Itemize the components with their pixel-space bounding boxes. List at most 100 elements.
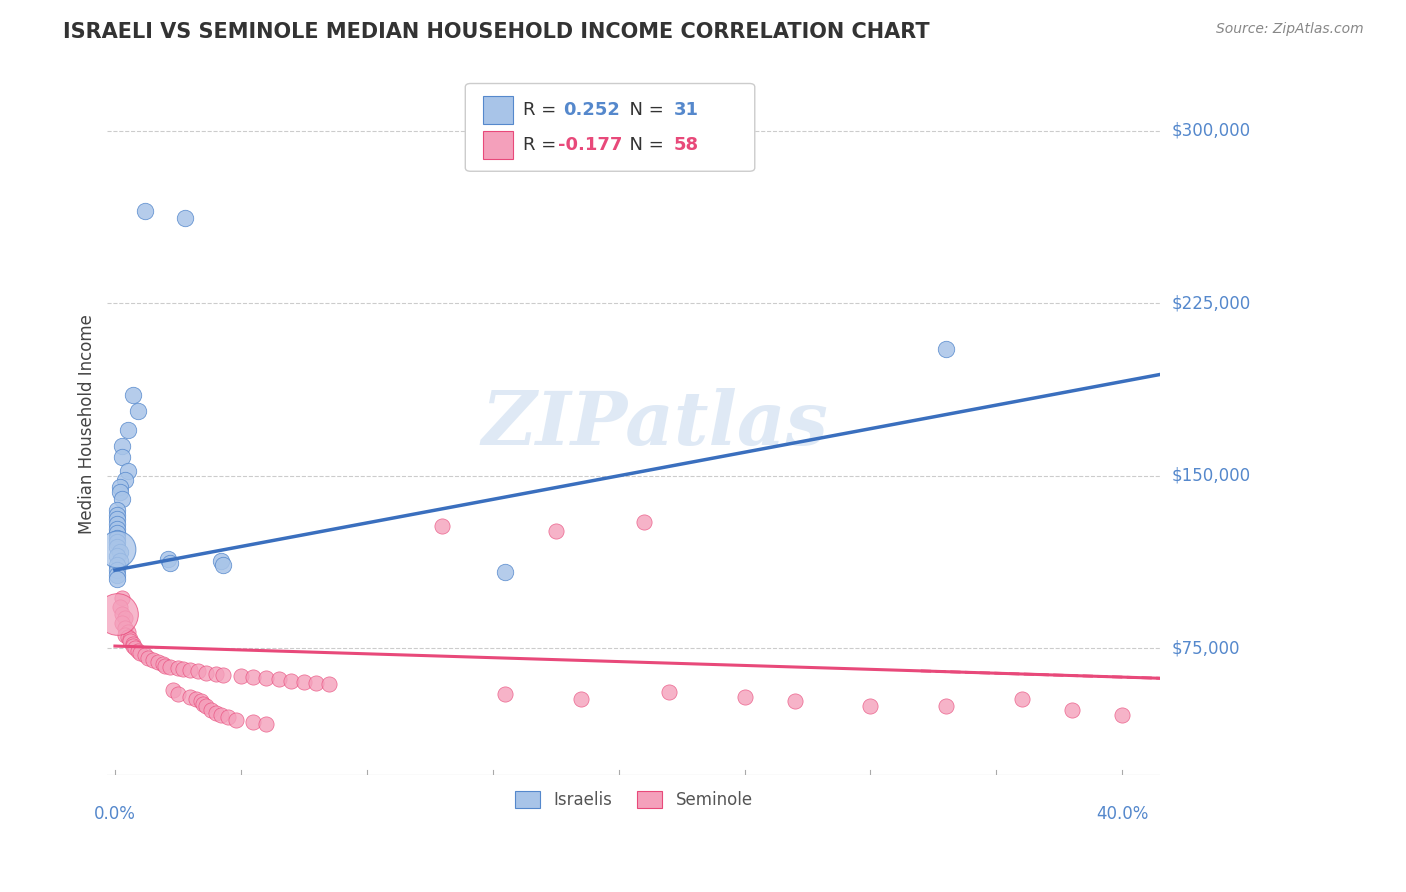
Point (117, 464, 139, 478)
Text: 58: 58 (673, 136, 699, 153)
Point (108, 554, 131, 568)
FancyBboxPatch shape (465, 84, 755, 171)
Point (121, 637, 143, 651)
Point (108, 544, 131, 558)
Point (569, 692, 592, 706)
Point (121, 639, 143, 653)
Y-axis label: Median Household Income: Median Household Income (79, 314, 96, 534)
Point (432, 519, 454, 533)
Point (783, 694, 806, 708)
Point (134, 204, 156, 219)
Point (179, 663, 201, 677)
Point (152, 657, 174, 672)
FancyBboxPatch shape (484, 96, 513, 124)
Point (156, 551, 179, 566)
Point (254, 717, 277, 731)
Point (184, 692, 207, 706)
Point (107, 531, 129, 545)
Point (494, 566, 516, 580)
Point (142, 653, 165, 667)
Point (114, 473, 136, 487)
Point (107, 535, 129, 549)
Point (225, 713, 247, 727)
Point (935, 698, 957, 713)
Text: N =: N = (617, 136, 669, 153)
Point (292, 674, 315, 689)
Point (1111, 708, 1133, 723)
Point (159, 659, 181, 673)
Point (114, 621, 136, 635)
Text: 31: 31 (673, 101, 699, 120)
Point (107, 607, 129, 621)
Point (107, 540, 129, 554)
Point (212, 668, 235, 682)
Point (114, 611, 136, 625)
Point (242, 714, 264, 729)
Point (111, 591, 134, 605)
Point (117, 625, 139, 640)
Text: $75,000: $75,000 (1171, 640, 1240, 657)
Point (1060, 704, 1083, 718)
Point (187, 665, 209, 679)
Point (111, 439, 134, 453)
Point (127, 404, 149, 418)
Point (935, 342, 957, 356)
Text: 0.0%: 0.0% (94, 805, 136, 823)
Point (107, 512, 129, 526)
Point (146, 655, 169, 669)
Point (204, 706, 226, 720)
Point (859, 698, 882, 713)
Point (111, 450, 134, 465)
Text: Source: ZipAtlas.com: Source: ZipAtlas.com (1216, 22, 1364, 37)
Point (167, 661, 190, 675)
Point (107, 558, 129, 573)
Point (200, 704, 222, 718)
Point (194, 698, 217, 713)
Point (172, 662, 194, 676)
Text: $150,000: $150,000 (1171, 467, 1250, 484)
Text: $225,000: $225,000 (1171, 294, 1250, 312)
Point (136, 650, 159, 665)
Point (734, 690, 756, 704)
Point (494, 687, 516, 701)
Point (209, 554, 232, 568)
Point (204, 666, 226, 681)
Point (162, 682, 184, 697)
Point (118, 632, 141, 647)
Point (212, 558, 235, 573)
Point (191, 697, 214, 711)
Point (305, 676, 328, 690)
Point (107, 563, 129, 577)
Point (155, 658, 177, 673)
Text: R =: R = (523, 136, 562, 153)
Point (124, 641, 146, 656)
Point (111, 607, 134, 621)
Point (544, 524, 567, 538)
Point (280, 673, 302, 688)
Point (254, 671, 277, 685)
Text: $300,000: $300,000 (1171, 121, 1250, 139)
Point (167, 687, 190, 701)
Point (633, 515, 655, 529)
Point (134, 648, 156, 663)
Point (108, 480, 131, 494)
Point (107, 503, 129, 517)
Point (107, 517, 129, 532)
Point (318, 677, 340, 691)
Point (658, 685, 681, 699)
Text: 40.0%: 40.0% (1097, 805, 1149, 823)
Text: ZIPatlas: ZIPatlas (481, 388, 828, 460)
Point (114, 627, 136, 641)
FancyBboxPatch shape (484, 130, 513, 159)
Point (190, 694, 212, 708)
Text: -0.177: -0.177 (558, 136, 623, 153)
Point (174, 211, 197, 225)
Point (129, 646, 152, 660)
Point (107, 542, 129, 557)
Point (111, 491, 134, 506)
Point (107, 508, 129, 522)
Point (111, 615, 134, 630)
Point (121, 388, 143, 402)
Point (267, 673, 290, 687)
Text: N =: N = (617, 101, 669, 120)
